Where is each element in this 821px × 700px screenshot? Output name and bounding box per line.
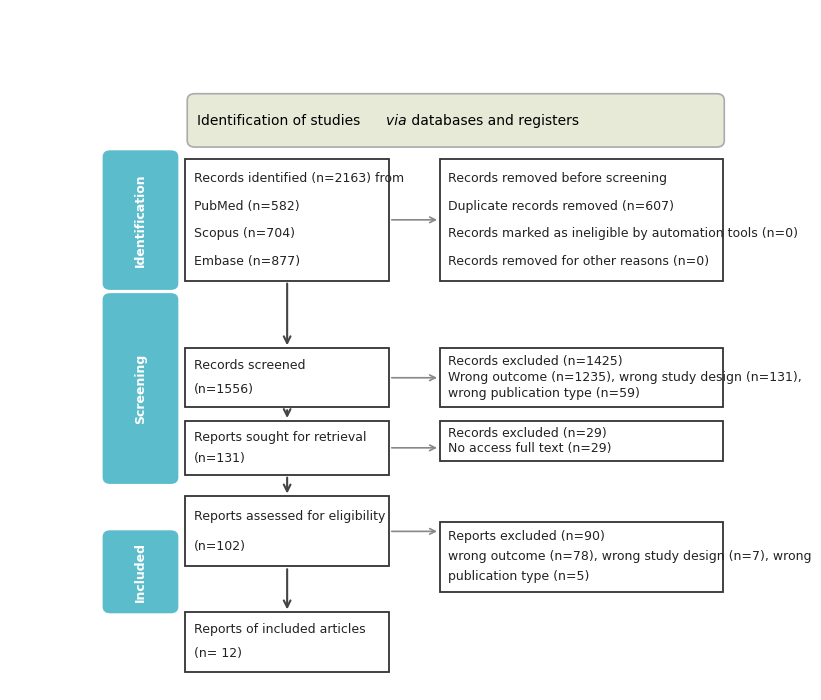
FancyBboxPatch shape: [440, 522, 723, 592]
FancyBboxPatch shape: [186, 496, 389, 566]
FancyBboxPatch shape: [187, 94, 724, 147]
FancyBboxPatch shape: [103, 150, 178, 290]
FancyBboxPatch shape: [186, 421, 389, 475]
Text: Records removed for other reasons (n=0): Records removed for other reasons (n=0): [448, 255, 709, 268]
Text: Reports of included articles: Reports of included articles: [194, 623, 365, 636]
Text: (n=1556): (n=1556): [194, 384, 254, 396]
Text: Duplicate records removed (n=607): Duplicate records removed (n=607): [448, 199, 674, 213]
Text: Reports sought for retrieval: Reports sought for retrieval: [194, 430, 366, 444]
Text: Identification: Identification: [134, 174, 147, 267]
FancyBboxPatch shape: [186, 160, 389, 281]
Text: publication type (n=5): publication type (n=5): [448, 570, 589, 583]
Text: Scopus (n=704): Scopus (n=704): [194, 228, 295, 240]
Text: Records excluded (n=29): Records excluded (n=29): [448, 427, 607, 440]
Text: wrong publication type (n=59): wrong publication type (n=59): [448, 387, 640, 400]
Text: Records marked as ineligible by automation tools (n=0): Records marked as ineligible by automati…: [448, 228, 798, 240]
FancyBboxPatch shape: [440, 348, 723, 407]
FancyBboxPatch shape: [186, 348, 389, 407]
Text: Identification of studies: Identification of studies: [197, 113, 365, 127]
Text: Wrong outcome (n=1235), wrong study design (n=131),: Wrong outcome (n=1235), wrong study desi…: [448, 371, 802, 384]
Text: (n=102): (n=102): [194, 540, 245, 553]
Text: Screening: Screening: [134, 354, 147, 424]
FancyBboxPatch shape: [103, 293, 178, 484]
Text: Records screened: Records screened: [194, 359, 305, 372]
FancyBboxPatch shape: [440, 421, 723, 461]
Text: Reports assessed for eligibility: Reports assessed for eligibility: [194, 510, 385, 523]
Text: (n=131): (n=131): [194, 452, 245, 465]
Text: Records identified (n=2163) from: Records identified (n=2163) from: [194, 172, 404, 186]
FancyBboxPatch shape: [186, 612, 389, 671]
Text: wrong outcome (n=78), wrong study design (n=7), wrong: wrong outcome (n=78), wrong study design…: [448, 550, 812, 564]
Text: Records excluded (n=1425): Records excluded (n=1425): [448, 355, 623, 368]
Text: Records removed before screening: Records removed before screening: [448, 172, 667, 186]
Text: Embase (n=877): Embase (n=877): [194, 255, 300, 268]
Text: via: via: [387, 113, 407, 127]
Text: Reports excluded (n=90): Reports excluded (n=90): [448, 531, 605, 543]
Text: (n= 12): (n= 12): [194, 648, 241, 661]
Text: PubMed (n=582): PubMed (n=582): [194, 199, 299, 213]
FancyBboxPatch shape: [103, 531, 178, 613]
FancyBboxPatch shape: [440, 160, 723, 281]
Text: No access full text (n=29): No access full text (n=29): [448, 442, 612, 455]
Text: databases and registers: databases and registers: [406, 113, 579, 127]
Text: Included: Included: [134, 542, 147, 602]
